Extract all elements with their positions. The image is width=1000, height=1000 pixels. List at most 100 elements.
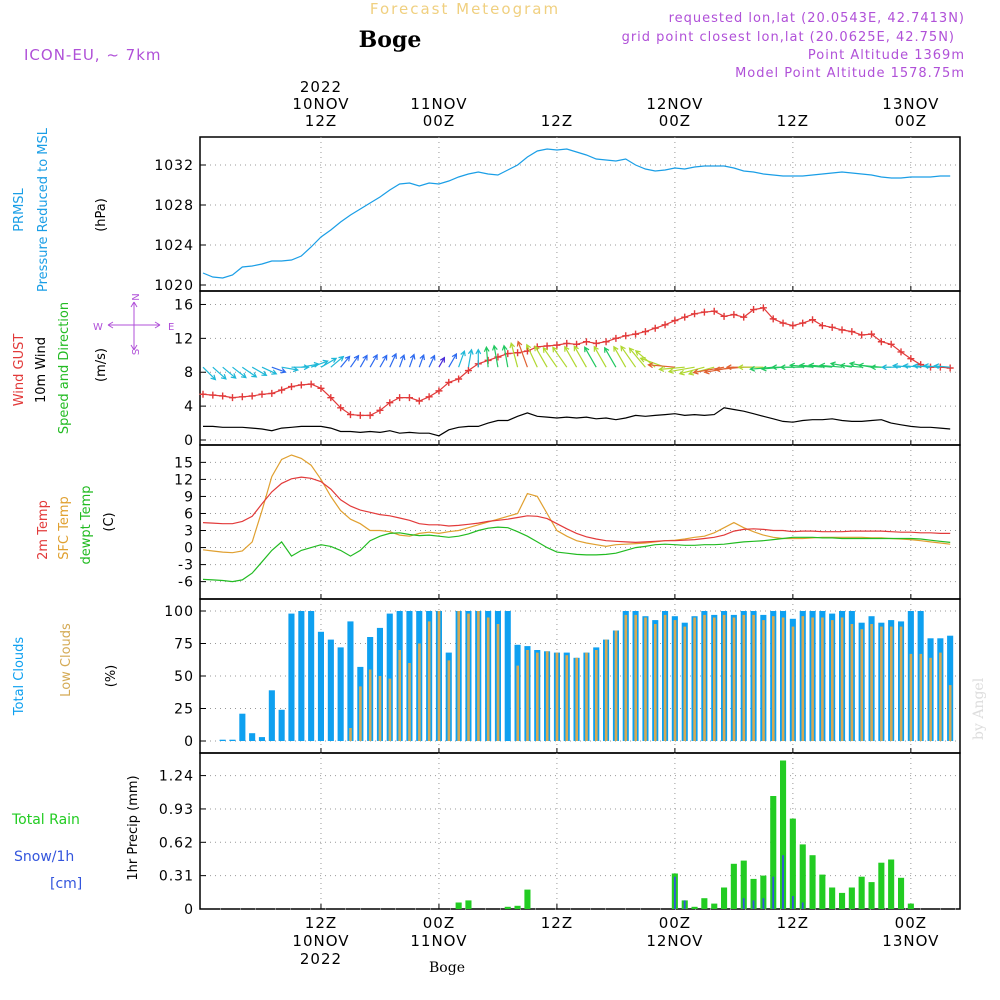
gust-marker bbox=[838, 326, 846, 334]
compass-s: S bbox=[131, 349, 142, 355]
top-hour-label: 00Z bbox=[659, 112, 691, 130]
wind-arrow bbox=[418, 353, 425, 368]
low-cloud-bar bbox=[408, 663, 411, 741]
y-tick-label: 15 bbox=[174, 455, 194, 471]
y-tick-label: 9 bbox=[184, 489, 194, 505]
rain-bar bbox=[868, 882, 875, 909]
snow-unit: [cm] bbox=[50, 876, 82, 892]
wind-arrow bbox=[552, 346, 568, 368]
wind-arrow bbox=[509, 341, 519, 368]
compass-rose: W E N S bbox=[93, 293, 174, 355]
gust-marker bbox=[287, 383, 295, 391]
bottom-date-label: 11NOV bbox=[410, 932, 467, 950]
y-tick-label: -6 bbox=[178, 575, 194, 591]
y-tick-label: -3 bbox=[178, 558, 194, 574]
gust-marker bbox=[327, 394, 335, 402]
gust-marker bbox=[268, 389, 276, 397]
gust-marker bbox=[238, 393, 246, 401]
rain-bar bbox=[848, 887, 855, 909]
top-hour-label: 12Z bbox=[541, 112, 573, 130]
dewpt-line bbox=[202, 526, 951, 583]
gust-marker bbox=[789, 322, 797, 330]
low-cloud-bar bbox=[811, 617, 814, 741]
gust-marker bbox=[563, 339, 571, 347]
wind-arrow bbox=[604, 346, 617, 368]
low-cloud-bar bbox=[654, 624, 657, 741]
wind-arrow bbox=[310, 359, 329, 368]
wind-arrow bbox=[212, 366, 227, 380]
clouds-panel: Total Clouds Low Clouds (%) 0 25 50 75 100 bbox=[12, 598, 961, 754]
temperature-panel: 2m Temp SFC Temp dewpt Temp (C) -6-303 69… bbox=[36, 444, 961, 600]
low-cloud-bar bbox=[545, 651, 549, 741]
y-tick-label: 1024 bbox=[154, 238, 194, 254]
wind-arrow bbox=[922, 363, 941, 369]
rain-bar bbox=[770, 796, 777, 909]
wind-arrow bbox=[593, 345, 607, 368]
gust-marker bbox=[514, 349, 522, 357]
low-cloud-bar bbox=[486, 617, 490, 741]
y-tick-label: 0 bbox=[184, 734, 194, 750]
wind-arrow bbox=[241, 366, 258, 378]
wind-arrow bbox=[933, 363, 951, 370]
y-tick-label: 75 bbox=[174, 637, 194, 653]
low-cloud-bar bbox=[457, 611, 460, 741]
wind-arrow bbox=[483, 345, 490, 368]
watermark: by Angel bbox=[971, 677, 987, 740]
gust-marker bbox=[809, 316, 817, 324]
wind-arrow bbox=[737, 364, 764, 371]
rain-bar bbox=[878, 862, 885, 909]
pressure-unit: (hPa) bbox=[94, 198, 109, 232]
y-tick-label: 0 bbox=[184, 902, 194, 918]
wind-unit: (m/s) bbox=[94, 348, 109, 382]
gust-marker bbox=[573, 340, 581, 348]
y-tick-label: 0.31 bbox=[159, 869, 194, 885]
low-cloud-bar bbox=[870, 624, 873, 741]
wind-arrow bbox=[839, 362, 862, 369]
gust-marker bbox=[258, 390, 266, 398]
sfc-label: SFC Temp bbox=[57, 496, 72, 560]
low-cloud-bar bbox=[624, 614, 628, 741]
pressure-label-2: Pressure Reduced to MSL bbox=[36, 127, 51, 292]
wind-arrow bbox=[564, 345, 578, 368]
rain-bar bbox=[780, 760, 787, 909]
top-title: Forecast Meteogram bbox=[370, 0, 560, 18]
wind-arrow bbox=[428, 354, 436, 368]
gust-marker bbox=[455, 375, 463, 383]
low-cloud-bar bbox=[555, 652, 559, 741]
top-date-label: 12NOV bbox=[646, 95, 703, 113]
wind-arrow bbox=[492, 344, 499, 368]
precip-panel: Total Rain Snow/1h [cm] 1hr Precip (mm) … bbox=[11, 752, 961, 918]
wind-arrow bbox=[525, 343, 538, 368]
snow-bar bbox=[752, 900, 755, 909]
wind-arrow bbox=[584, 346, 597, 368]
gust-line bbox=[202, 307, 951, 416]
low-cloud-bar bbox=[703, 614, 706, 741]
y-tick-label: 0.93 bbox=[159, 802, 194, 818]
gust-marker bbox=[307, 380, 315, 388]
wind-arrow bbox=[202, 366, 217, 381]
total-cloud-bar bbox=[288, 613, 295, 741]
wind-arrow bbox=[501, 344, 509, 368]
gust-marker bbox=[209, 391, 217, 399]
gust-marker bbox=[278, 386, 286, 394]
pressure-panel: PRMSL Pressure Reduced to MSL (hPa) 1020… bbox=[12, 127, 961, 294]
gust-marker bbox=[887, 340, 895, 348]
y-tick-label: 8 bbox=[184, 365, 194, 381]
top-hour-label: 12Z bbox=[305, 112, 337, 130]
gust-marker bbox=[346, 411, 354, 419]
gust-marker bbox=[848, 328, 856, 336]
gust-marker bbox=[671, 317, 679, 325]
wind-arrow bbox=[271, 366, 287, 374]
rain-bar bbox=[819, 874, 826, 909]
wind-arrow bbox=[261, 366, 278, 375]
rain-bar bbox=[898, 877, 905, 909]
gust-marker bbox=[366, 411, 374, 419]
wind-arrow bbox=[379, 354, 388, 368]
wind-arrow bbox=[902, 363, 921, 369]
panel-frame bbox=[199, 136, 961, 292]
low-cloud-bar bbox=[349, 728, 352, 741]
temp2m-label: 2m Temp bbox=[36, 500, 51, 560]
rain-bar bbox=[730, 863, 737, 909]
